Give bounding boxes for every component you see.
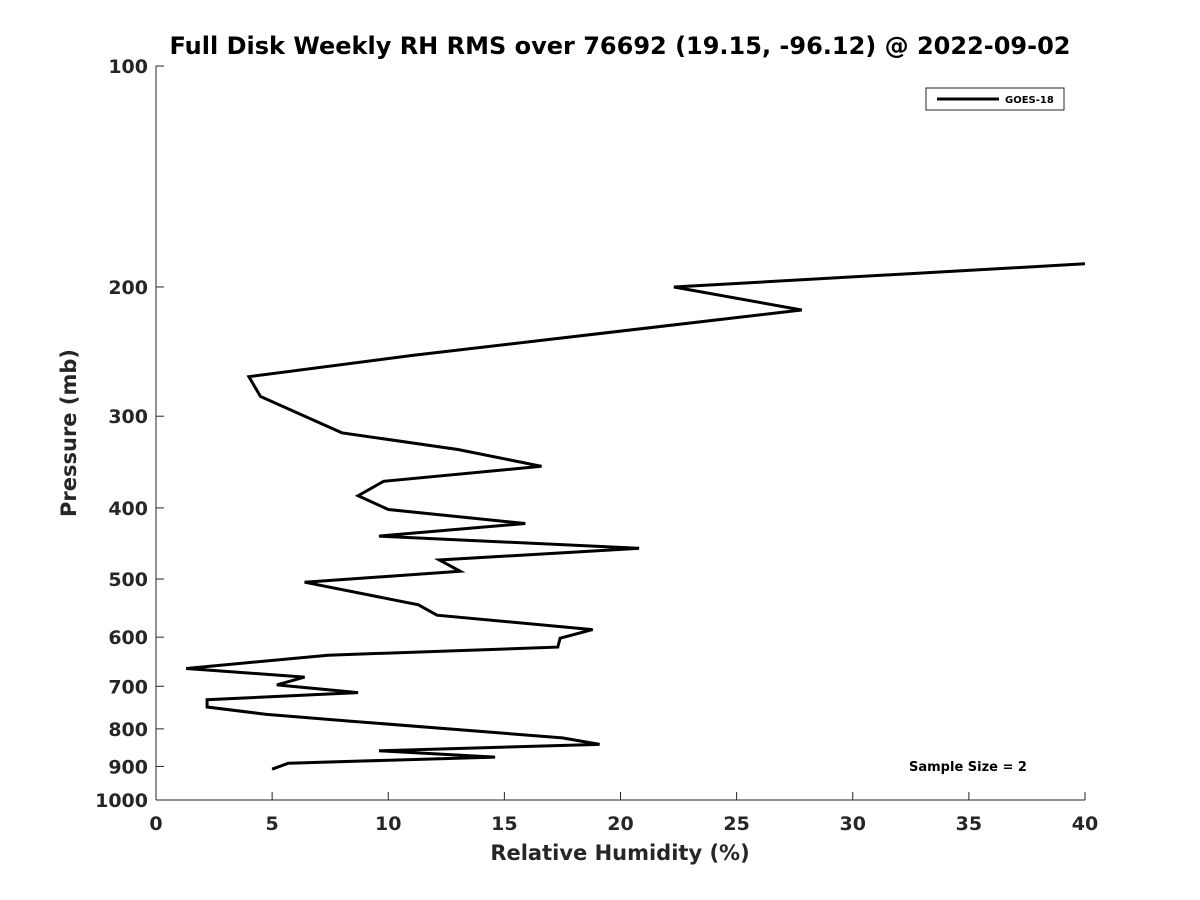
x-tick-label: 0 (149, 813, 162, 835)
x-tick-label: 40 (1072, 813, 1098, 835)
x-tick-label: 35 (956, 813, 982, 835)
y-tick-label: 800 (108, 719, 148, 741)
y-tick-label: 400 (108, 498, 148, 520)
series-line-goes-18 (186, 262, 1085, 771)
sample-size-annotation: Sample Size = 2 (909, 760, 1027, 775)
y-tick-label: 500 (108, 569, 148, 591)
series-layer (186, 262, 1085, 771)
y-tick-label: 100 (108, 56, 148, 78)
x-tick-label: 20 (607, 813, 633, 835)
x-tick-label: 25 (723, 813, 749, 835)
axes: 0 5 10 15 20 25 30 35 40 100 200 300 400 500 600 700 800… (95, 56, 1098, 835)
y-tick-label: 1000 (95, 790, 148, 812)
y-tick-label: 600 (108, 627, 148, 649)
x-axis-label: Relative Humidity (%) (490, 841, 749, 865)
y-tick-label: 900 (108, 756, 148, 778)
chart-title: Full Disk Weekly RH RMS over 76692 (19.1… (169, 32, 1070, 60)
x-tick-label: 15 (491, 813, 517, 835)
y-tick-label: 200 (108, 277, 148, 299)
legend-label: GOES-18 (1005, 95, 1054, 106)
x-tick-label: 5 (266, 813, 279, 835)
legend: GOES-18 (925, 87, 1065, 111)
y-tick-label: 300 (108, 406, 148, 428)
x-tick-label: 30 (840, 813, 866, 835)
y-axis-label: Pressure (mb) (57, 349, 81, 517)
x-tick-label: 10 (375, 813, 401, 835)
y-tick-label: 700 (108, 676, 148, 698)
